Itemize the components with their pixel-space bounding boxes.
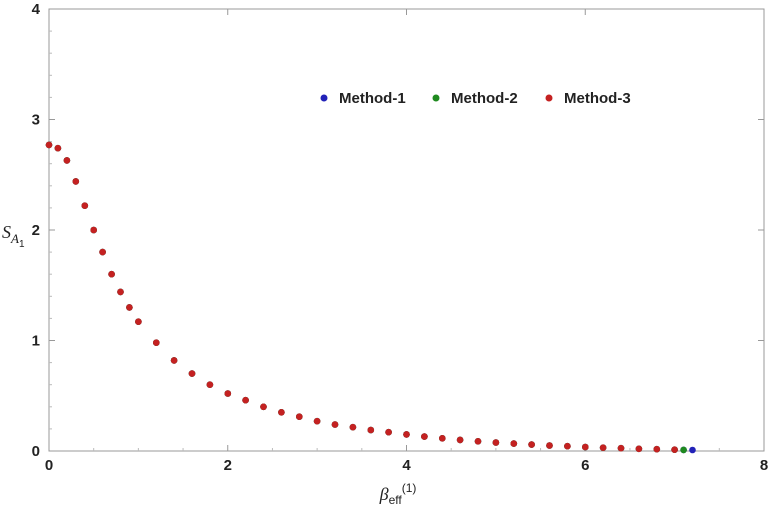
point-series-3	[153, 339, 160, 347]
point-series-3	[126, 304, 133, 311]
legend-marker-1	[320, 94, 328, 102]
point-series-3	[671, 446, 678, 454]
point-series-3	[296, 413, 303, 421]
point-series-3	[278, 409, 285, 416]
plot-border	[48, 8, 765, 452]
point-series-3	[403, 431, 410, 438]
point-series-3	[546, 442, 553, 449]
plot-frame	[48, 8, 765, 452]
y-tick-label: 2	[32, 222, 40, 239]
point-series-3	[635, 445, 643, 453]
point-series-3	[385, 428, 392, 436]
y-axis-label-sub: A	[10, 231, 19, 246]
x-tick-label: 0	[45, 457, 53, 474]
data-points	[45, 141, 696, 454]
y-tick-label: 3	[32, 112, 40, 129]
point-series-3	[188, 370, 196, 377]
point-series-3	[599, 444, 607, 452]
point-series-3	[45, 141, 53, 149]
point-series-3	[63, 157, 71, 164]
legend-marker-2	[432, 94, 440, 102]
point-series-3	[99, 248, 106, 256]
point-series-3	[242, 396, 249, 404]
point-series-3	[582, 443, 589, 451]
x-axis-label: βeff(1)	[379, 481, 417, 505]
y-tick-label: 4	[32, 1, 41, 18]
point-series-3	[421, 433, 428, 440]
point-series-3	[117, 288, 124, 296]
point-series-3	[54, 144, 62, 152]
point-series-3	[349, 423, 357, 431]
x-tick-label: 2	[224, 457, 232, 474]
point-series-3	[90, 226, 97, 234]
point-series-3	[510, 440, 518, 447]
point-series-3	[108, 270, 115, 278]
point-series-3	[367, 426, 375, 434]
point-series-3	[617, 444, 625, 452]
point-series-3	[492, 439, 500, 446]
point-series-1	[689, 446, 696, 454]
point-series-3	[474, 438, 482, 445]
point-series-3	[135, 318, 142, 326]
legend-label-1: Method-1	[339, 90, 406, 107]
x-tick-label: 8	[760, 457, 768, 474]
x-axis-label-sub: eff	[389, 493, 403, 505]
point-series-3	[72, 178, 80, 185]
legend: Method-1 Method-2 Method-3	[320, 90, 631, 107]
point-series-3	[653, 445, 661, 453]
x-axis-label-sup: (1)	[402, 481, 417, 495]
x-tick-label: 4	[402, 457, 411, 474]
point-series-3	[81, 202, 89, 209]
y-tick-label: 0	[32, 443, 40, 460]
point-series-2	[680, 446, 687, 454]
point-series-3	[206, 381, 214, 389]
legend-marker-3	[545, 94, 553, 102]
y-axis-label: SA1	[2, 222, 25, 250]
point-series-3	[331, 421, 339, 428]
point-series-3	[528, 441, 535, 448]
legend-label-3: Method-3	[564, 90, 631, 107]
x-axis-label-main: β	[379, 484, 389, 504]
y-axis-label-main: S	[2, 222, 11, 242]
legend-label-2: Method-2	[451, 90, 518, 107]
y-axis-label-subsub: 1	[19, 239, 25, 250]
point-series-3	[564, 442, 571, 450]
axis-ticks: 0 2 4 6 8 0 1 2 3 4	[32, 1, 768, 474]
y-tick-label: 1	[32, 333, 40, 350]
point-series-3	[439, 435, 446, 442]
point-series-3	[224, 390, 232, 397]
point-series-3	[456, 436, 464, 444]
point-series-3	[313, 417, 321, 425]
point-series-3	[260, 403, 267, 411]
x-tick-label: 6	[581, 457, 589, 474]
point-series-3	[170, 357, 178, 364]
